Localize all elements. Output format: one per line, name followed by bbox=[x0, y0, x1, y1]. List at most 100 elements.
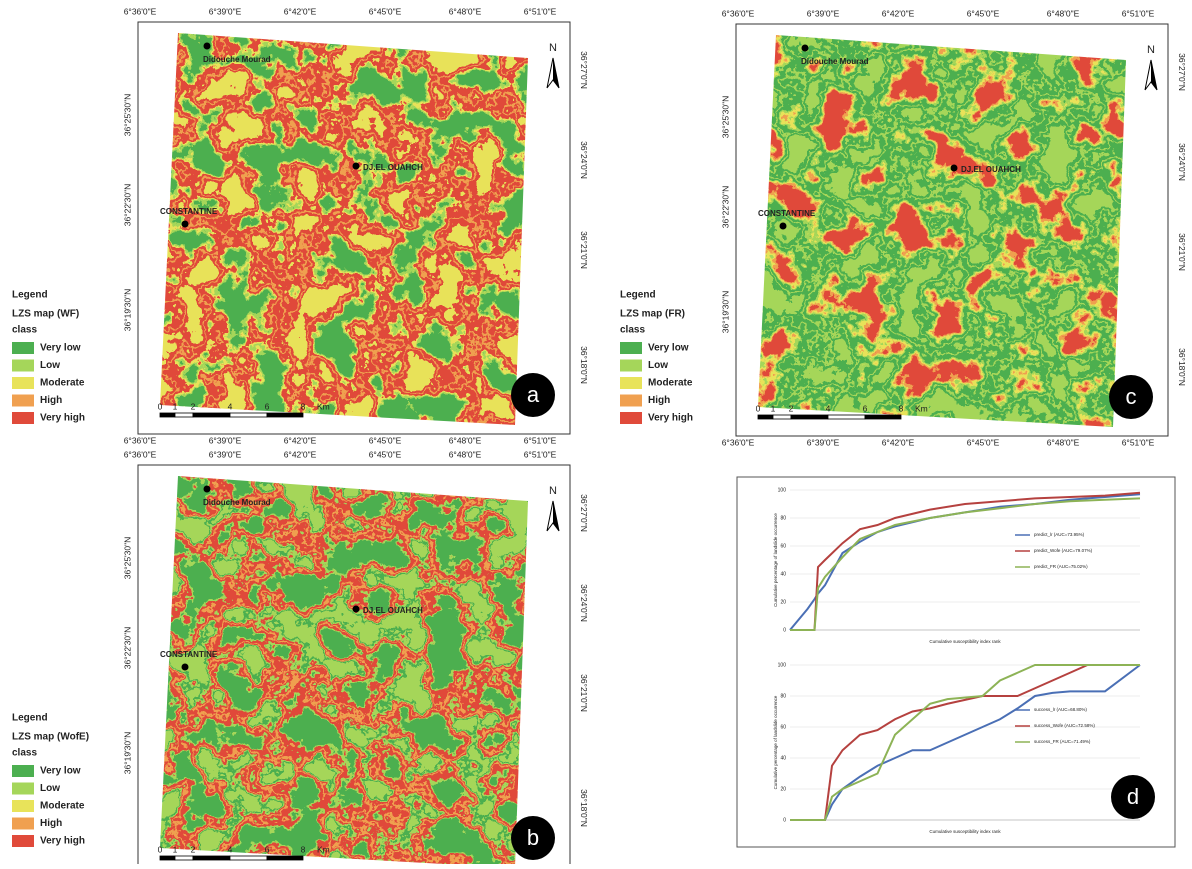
x-tick-label: 6°48'0"E bbox=[449, 435, 482, 445]
place-dot bbox=[950, 164, 958, 172]
scale-segment bbox=[174, 412, 194, 418]
scale-segment bbox=[229, 855, 268, 861]
scale-label: 0 bbox=[158, 401, 163, 411]
place-label: CONSTANTINE bbox=[160, 207, 218, 216]
y-tick-label: 36°18'0"N bbox=[1177, 348, 1187, 386]
y-tick-label: 36°24'0"N bbox=[579, 141, 589, 179]
scale-label: 1 bbox=[771, 403, 776, 413]
legend-item: success_Wofe (AUC=72.58%) bbox=[1034, 723, 1095, 728]
x-tick-label: 6°42'0"E bbox=[284, 435, 317, 445]
scale-label: 0 bbox=[158, 844, 163, 854]
scale-label: 4 bbox=[228, 401, 233, 411]
legend-item: Very high bbox=[648, 413, 693, 424]
y-tick-label: 36°27'0"N bbox=[1177, 53, 1187, 91]
curve bbox=[790, 664, 1140, 821]
legend-item: Moderate bbox=[40, 378, 85, 389]
x-tick-label: 6°42'0"E bbox=[284, 6, 317, 16]
x-tick-label: 6°45'0"E bbox=[369, 435, 402, 445]
place-label: Didouche Mourad bbox=[203, 498, 271, 507]
scale-segment bbox=[266, 855, 304, 861]
scale-segment bbox=[192, 855, 231, 861]
legend-item: Moderate bbox=[40, 801, 85, 812]
scale-label: 4 bbox=[826, 403, 831, 413]
panel-label: b bbox=[527, 825, 539, 850]
scale-segment bbox=[159, 412, 176, 418]
y-axis-label: Cumulative percentage of landslide occur… bbox=[773, 695, 778, 789]
north-label: N bbox=[549, 42, 557, 54]
x-tick-label: 6°45'0"E bbox=[369, 449, 402, 459]
scale-segment bbox=[757, 414, 774, 420]
legend-map: LZS map (WF) bbox=[12, 309, 79, 320]
y-tick-label: 36°19'30"N bbox=[720, 291, 730, 334]
legend-title: Legend bbox=[12, 713, 48, 724]
panel-label: d bbox=[1127, 784, 1139, 809]
legend-item: High bbox=[40, 395, 62, 406]
x-tick-label: 6°48'0"E bbox=[1047, 8, 1080, 18]
legend-title: Legend bbox=[620, 290, 656, 301]
legend-class: class bbox=[620, 325, 645, 336]
legend-item: success_FR (AUC=71.49%) bbox=[1034, 739, 1091, 744]
x-tick-label: 6°39'0"E bbox=[807, 8, 840, 18]
legend-swatch bbox=[12, 800, 34, 812]
y-tick-label: 0 bbox=[783, 627, 786, 633]
legend-item: Very low bbox=[40, 343, 81, 354]
chart-frame bbox=[736, 476, 1176, 848]
north-arrow-half bbox=[1151, 60, 1157, 90]
x-tick-label: 6°36'0"E bbox=[722, 437, 755, 447]
legend-swatch bbox=[12, 412, 34, 424]
scale-segment bbox=[790, 414, 829, 420]
y-tick-label: 80 bbox=[780, 693, 786, 699]
legend-item: Very high bbox=[40, 836, 85, 847]
panel-label: a bbox=[527, 382, 540, 407]
scale-label: 2 bbox=[191, 844, 196, 854]
panel-badge bbox=[1111, 775, 1155, 819]
scale-segment bbox=[266, 412, 304, 418]
y-tick-label: 36°24'0"N bbox=[579, 584, 589, 622]
legend-swatch bbox=[620, 342, 642, 354]
x-tick-label: 6°36'0"E bbox=[124, 6, 157, 16]
y-tick-label: 36°25'30"N bbox=[122, 94, 132, 137]
legend-swatch bbox=[620, 412, 642, 424]
scale-label: 1 bbox=[173, 401, 178, 411]
y-tick-label: 40 bbox=[780, 755, 786, 761]
place-label: DJ.EL OUAHCH bbox=[363, 163, 423, 172]
y-tick-label: 36°19'30"N bbox=[122, 289, 132, 332]
place-dot bbox=[352, 605, 360, 613]
place-dot bbox=[352, 162, 360, 170]
legend-title: Legend bbox=[12, 290, 48, 301]
x-tick-label: 6°36'0"E bbox=[722, 8, 755, 18]
x-tick-label: 6°48'0"E bbox=[449, 6, 482, 16]
place-dot bbox=[203, 42, 211, 50]
legend-swatch bbox=[12, 835, 34, 847]
place-dot bbox=[801, 44, 809, 52]
legend-swatch bbox=[12, 782, 34, 795]
legend-item: Very low bbox=[40, 766, 81, 777]
place-label: DJ.EL OUAHCH bbox=[363, 606, 423, 615]
scale-label: 6 bbox=[265, 844, 270, 854]
legend-swatch bbox=[12, 765, 34, 777]
y-tick-label: 36°21'0"N bbox=[579, 231, 589, 269]
scale-segment bbox=[159, 855, 176, 861]
place-dot bbox=[779, 222, 787, 230]
x-tick-label: 6°45'0"E bbox=[967, 8, 1000, 18]
y-tick-label: 36°19'30"N bbox=[122, 732, 132, 775]
panel-badge bbox=[1109, 375, 1153, 419]
y-tick-label: 36°18'0"N bbox=[579, 789, 589, 827]
scale-segment bbox=[772, 414, 792, 420]
y-tick-label: 80 bbox=[780, 515, 786, 521]
place-dot bbox=[181, 663, 189, 671]
y-tick-label: 36°21'0"N bbox=[1177, 233, 1187, 271]
x-tick-label: 6°39'0"E bbox=[209, 449, 242, 459]
north-label: N bbox=[549, 485, 557, 497]
y-tick-label: 100 bbox=[778, 487, 787, 493]
legend-item: Very high bbox=[40, 413, 85, 424]
legend-item: predict_Wofe (AUC=79.07%) bbox=[1034, 548, 1093, 553]
x-tick-label: 6°36'0"E bbox=[124, 435, 157, 445]
curve bbox=[790, 664, 1141, 821]
north-label: N bbox=[1147, 44, 1155, 56]
x-tick-label: 6°42'0"E bbox=[882, 8, 915, 18]
legend-item: predict_lr (AUC=73.95%) bbox=[1034, 532, 1085, 537]
